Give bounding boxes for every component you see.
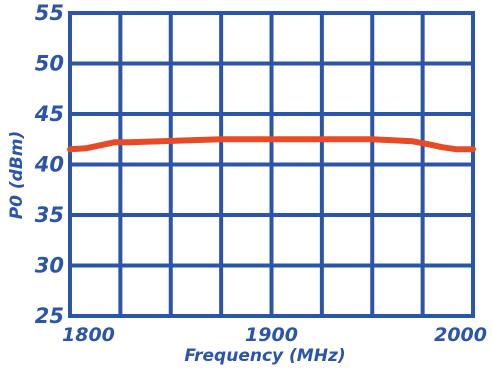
x-tick-labels: 1800 1900 2000 <box>62 324 487 346</box>
series-line <box>67 136 476 153</box>
series-group <box>67 136 476 153</box>
x-tick-label: 2000 <box>434 324 487 346</box>
x-axis-title: Frequency (MHz) <box>184 346 345 366</box>
x-tick-label: 1900 <box>245 324 298 346</box>
y-tick-label: 25 <box>35 304 64 328</box>
grid <box>68 11 475 318</box>
x-tick-label: 1800 <box>62 324 115 346</box>
y-tick-label: 45 <box>34 102 64 126</box>
y-tick-label: 55 <box>35 1 64 25</box>
y-tick-label: 30 <box>35 254 64 278</box>
y-tick-label: 35 <box>35 203 64 227</box>
y-tick-label: 50 <box>35 52 64 76</box>
y-tick-labels: 25 30 35 40 45 50 55 <box>34 1 64 328</box>
y-axis-title: P0 (dBm) <box>7 131 27 220</box>
y-tick-label: 40 <box>34 153 64 177</box>
